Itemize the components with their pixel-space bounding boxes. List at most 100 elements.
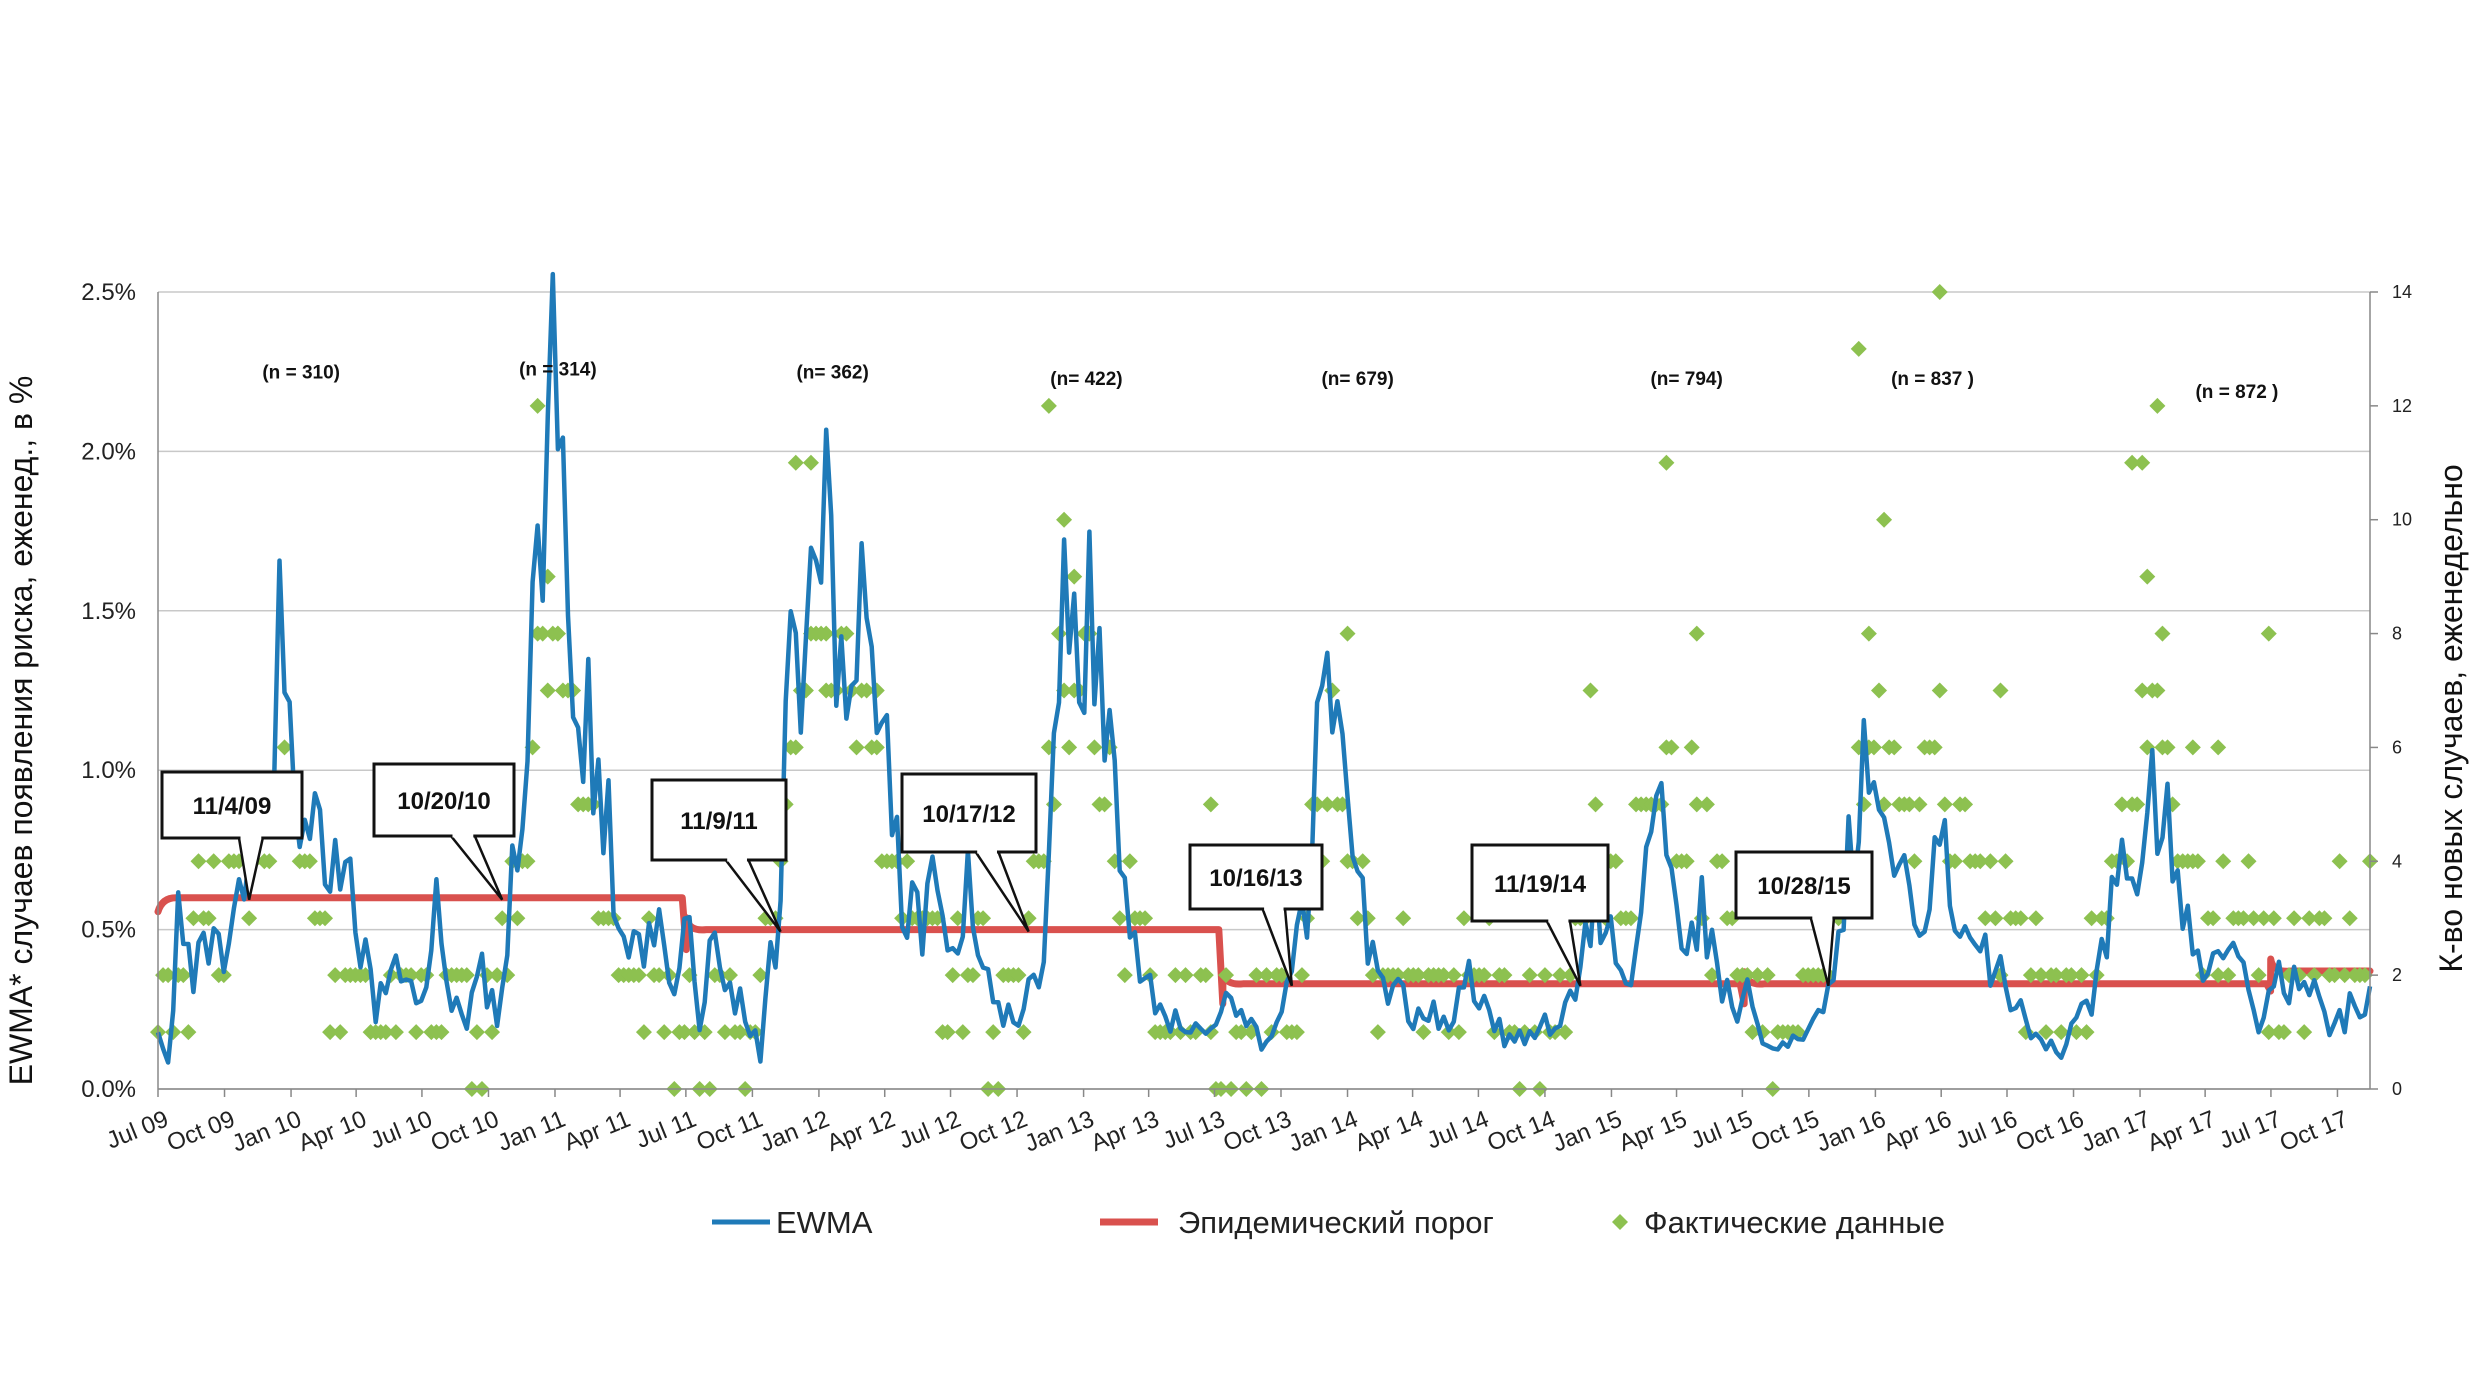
weekly-cases-point	[2296, 1024, 2313, 1041]
weekly-cases-point	[868, 739, 885, 756]
y-left-tick-label: 0.5%	[81, 917, 136, 944]
weekly-cases-point	[1111, 910, 1128, 927]
grid	[158, 291, 2370, 1090]
weekly-cases-point	[1455, 910, 1472, 927]
weekly-cases-point	[1977, 910, 1994, 927]
weekly-cases-point	[2124, 454, 2141, 471]
weekly-cases-point	[1663, 739, 1680, 756]
weekly-cases-point	[2240, 853, 2257, 870]
weekly-cases-point	[2129, 796, 2146, 813]
weekly-cases-point	[1987, 910, 2004, 927]
y-right-tick-label: 4	[2392, 851, 2402, 871]
weekly-cases-point	[1177, 967, 1194, 984]
weekly-cases-point	[509, 910, 526, 927]
weekly-cases-point	[1886, 739, 1903, 756]
weekly-cases-point	[2063, 967, 2080, 984]
y-right-tick-label: 2	[2392, 965, 2402, 985]
y-right-tick-label: 12	[2392, 396, 2412, 416]
weekly-cases-point	[1218, 967, 1235, 984]
weekly-cases-point	[2053, 1024, 2070, 1041]
weekly-cases-point	[1936, 796, 1953, 813]
legend: EWMA Эпидемический порог Фактические данны…	[712, 1205, 1945, 1240]
weekly-cases-point	[2134, 454, 2151, 471]
x-tick-label: Apr 15	[1615, 1106, 1691, 1158]
weekly-cases-point	[939, 1024, 956, 1041]
weekly-cases-point	[954, 1024, 971, 1041]
callout-box	[372, 762, 516, 838]
y-left-tick-label: 2.5%	[81, 279, 136, 306]
x-tick-label: Oct 12	[956, 1106, 1032, 1158]
x-tick-label: Apr 10	[295, 1106, 371, 1158]
y-right-tick-label: 6	[2392, 737, 2402, 757]
weekly-cases-point	[2113, 796, 2130, 813]
weekly-cases-point	[716, 1024, 733, 1041]
callout-5: 10/16/13	[1188, 843, 1324, 987]
x-tick-label: Jan 16	[1813, 1106, 1890, 1158]
weekly-cases-point	[2245, 910, 2262, 927]
x-tick-label: Apr 16	[1880, 1106, 1956, 1158]
y-right-tick-label: 10	[2392, 510, 2412, 530]
weekly-cases-point	[1020, 910, 1037, 927]
weekly-cases-point	[656, 1024, 673, 1041]
weekly-cases-point	[2139, 568, 2156, 585]
y-right-tick-label: 14	[2392, 282, 2412, 302]
y-right-tick-label: 8	[2392, 624, 2402, 644]
x-tick-label: Jul 09	[103, 1106, 172, 1155]
season-n-label: (n = 837 )	[1891, 369, 1974, 390]
weekly-cases-point	[215, 967, 232, 984]
legend-label: Эпидемический порог	[1178, 1205, 1494, 1240]
weekly-cases-point	[539, 682, 556, 699]
weekly-cases-point	[2220, 967, 2237, 984]
weekly-cases-point	[1739, 967, 1756, 984]
weekly-cases-point	[1582, 682, 1599, 699]
weekly-cases-point	[332, 1024, 349, 1041]
weekly-cases-point	[787, 739, 804, 756]
weekly-cases-point	[1860, 625, 1877, 642]
weekly-cases-point	[1056, 511, 1073, 528]
weekly-cases-point	[1202, 796, 1219, 813]
weekly-cases-point	[2275, 1024, 2292, 1041]
x-tick-label: Oct 16	[2012, 1106, 2088, 1158]
weekly-cases-point	[1607, 853, 1624, 870]
weekly-cases-point	[1557, 1024, 1574, 1041]
weekly-cases-point	[1759, 967, 1776, 984]
weekly-cases-point	[1911, 796, 1928, 813]
weekly-cases-point	[1415, 1024, 1432, 1041]
callout-box	[1734, 850, 1874, 920]
y-right-tick-label: 0	[2392, 1079, 2402, 1099]
weekly-cases-point	[2189, 853, 2206, 870]
weekly-cases-point	[1658, 454, 1675, 471]
season-n-label: (n = 314)	[519, 360, 597, 381]
legend-entry: Фактические данные	[1612, 1205, 1945, 1240]
weekly-cases-point	[2210, 739, 2227, 756]
y-left-tick-label: 2.0%	[81, 438, 136, 465]
weekly-cases-point	[2012, 910, 2029, 927]
weekly-cases-point	[2078, 1024, 2095, 1041]
y-right-axis-title: К-во новых случаев, еженедельно	[2433, 464, 2469, 972]
weekly-cases-point	[2038, 1024, 2055, 1041]
weekly-cases-point	[1536, 967, 1553, 984]
weekly-cases-point	[899, 853, 916, 870]
weekly-cases-point	[1248, 967, 1265, 984]
weekly-cases-point	[1865, 739, 1882, 756]
x-tick-label: Apr 14	[1351, 1106, 1427, 1158]
weekly-cases-point	[1045, 796, 1062, 813]
weekly-cases-point	[261, 853, 278, 870]
callout-label: 11/19/14	[1494, 871, 1587, 898]
x-tick-label: Jul 12	[895, 1106, 964, 1155]
weekly-cases-point	[944, 967, 961, 984]
x-tick-label: Oct 11	[693, 1106, 767, 1157]
x-tick-label: Jul 14	[1423, 1106, 1492, 1155]
callout-box	[160, 770, 304, 840]
weekly-cases-point	[2083, 910, 2100, 927]
weekly-cases-point	[630, 967, 647, 984]
x-tick-label: Jul 15	[1687, 1106, 1756, 1155]
weekly-cases-point	[190, 853, 207, 870]
weekly-cases-point	[1871, 682, 1888, 699]
callout-label: 10/17/12	[922, 801, 1015, 828]
weekly-cases-point	[1683, 739, 1700, 756]
weekly-cases-point	[1354, 853, 1371, 870]
weekly-cases-point	[1390, 967, 1407, 984]
weekly-cases-point	[802, 454, 819, 471]
